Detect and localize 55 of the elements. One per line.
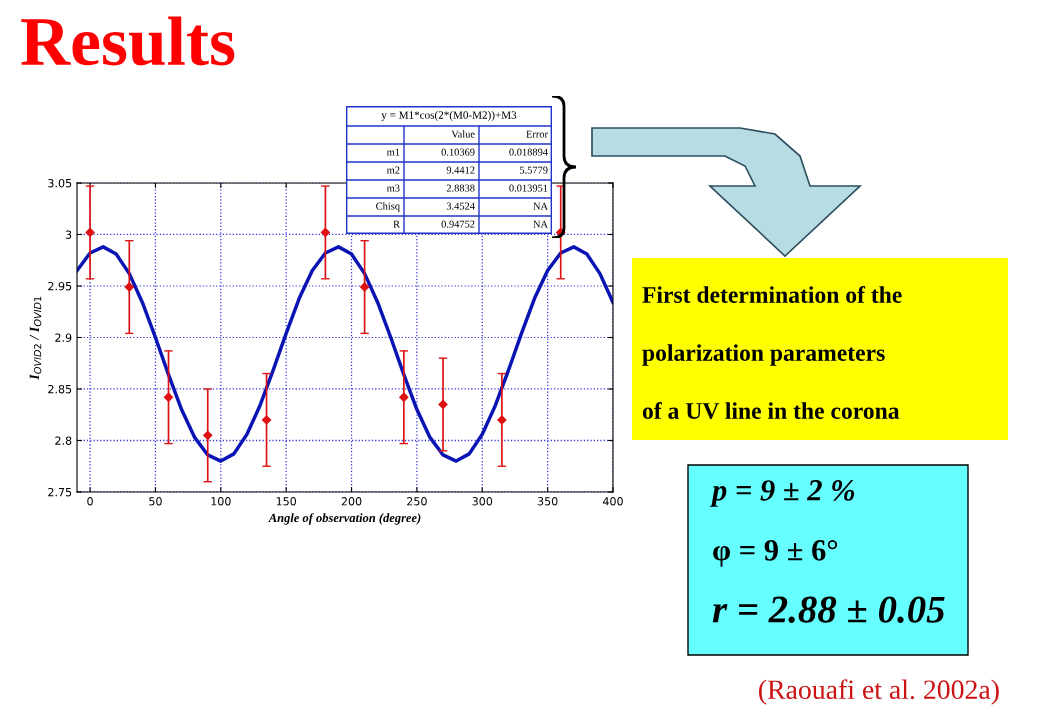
y-tick-label: 2.8 xyxy=(55,436,72,445)
annotation: NA xyxy=(533,220,548,228)
text: 0.10369 xyxy=(441,148,475,156)
x-tick-label: 50 xyxy=(149,497,162,506)
text: Value xyxy=(451,130,475,138)
x-tick-label: 250 xyxy=(407,497,427,506)
point xyxy=(203,430,213,440)
annotation: R xyxy=(393,220,400,228)
point xyxy=(261,415,272,425)
point xyxy=(320,227,331,238)
text: 0.018894 xyxy=(509,148,548,156)
text: First determination of the xyxy=(642,286,902,303)
x-tick-label: 150 xyxy=(276,497,297,506)
annotation: NA xyxy=(533,202,548,210)
x-tick-label: 0 xyxy=(87,497,93,506)
x-tick-label: 300 xyxy=(472,497,493,506)
text: p = 9 ± 2 % xyxy=(709,480,855,507)
text: r = 2.88 ± 0.05 xyxy=(712,596,945,623)
chart-title: Results xyxy=(21,16,235,66)
text: 9.4412 xyxy=(446,166,475,174)
text: 5.5779 xyxy=(519,166,548,174)
point xyxy=(438,399,448,410)
x-axis-title: Angle of observation (degree) xyxy=(268,513,421,525)
point xyxy=(124,282,134,292)
text: Error xyxy=(526,130,548,138)
text: m2 xyxy=(386,166,400,174)
x-tick-label: 350 xyxy=(537,497,558,506)
text: m1 xyxy=(386,148,400,156)
line-series xyxy=(77,245,613,463)
y-tick-label: 3 xyxy=(65,230,72,239)
point xyxy=(163,392,174,402)
y-tick-label: 2.9 xyxy=(55,333,72,342)
annotation: 2.8838 xyxy=(446,184,475,192)
point xyxy=(359,282,370,292)
text: polarization parameters xyxy=(642,344,885,366)
x-tick-label: 200 xyxy=(341,497,362,506)
y-tick-label: 3.05 xyxy=(48,178,72,188)
text: φ = 9 ± 6° xyxy=(713,540,838,567)
x-tick-label: 400 xyxy=(602,497,623,506)
annotation: m3 xyxy=(386,184,400,192)
text: of a UV line in the corona xyxy=(642,402,900,420)
y-axis-title: I$_{OVID2}$ / I$_{OVID1}$ xyxy=(29,296,42,380)
point xyxy=(399,392,409,402)
point xyxy=(85,227,95,238)
x-tick-label: 100 xyxy=(211,497,231,506)
point xyxy=(497,415,507,425)
y-tick-label: 2.75 xyxy=(48,487,72,497)
y-tick-label: 2.95 xyxy=(48,281,72,291)
text: y = M1*cos(2*(M0-M2))+M3 xyxy=(381,110,517,122)
annotation: 3.4524 xyxy=(446,202,475,210)
annotation: Chisq xyxy=(376,202,400,212)
text: (Raouafi et al. 2002a) xyxy=(759,679,999,705)
annotation: 0.94752 xyxy=(441,220,475,228)
y-tick-label: 2.85 xyxy=(48,384,72,394)
annotation: 0.013951 xyxy=(509,184,548,192)
